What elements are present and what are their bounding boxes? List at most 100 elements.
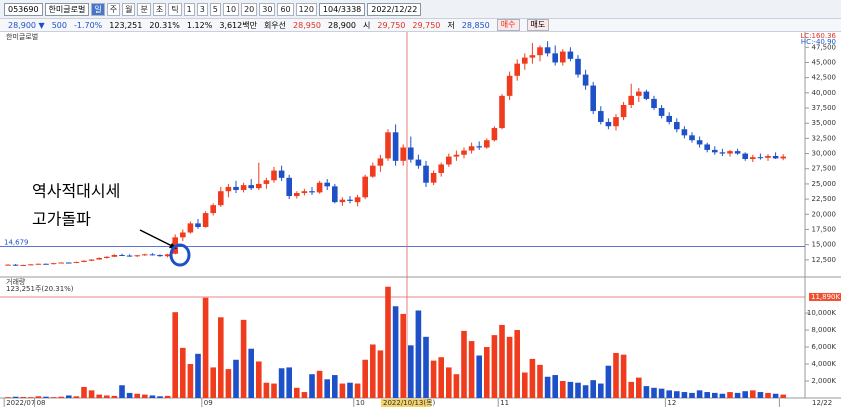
candle-body bbox=[263, 180, 270, 184]
volume-bar bbox=[233, 359, 239, 398]
x-tick-label: 12 bbox=[667, 399, 676, 407]
candle-body bbox=[636, 91, 642, 96]
buy-button[interactable]: 매수 bbox=[496, 19, 520, 31]
candle-body bbox=[780, 156, 786, 159]
candle-body bbox=[757, 157, 764, 159]
volume-bar bbox=[240, 319, 247, 398]
interval-button[interactable]: 1 bbox=[183, 2, 195, 16]
interval-button[interactable]: 120 bbox=[295, 2, 317, 16]
volume-bar bbox=[537, 364, 543, 398]
candle-body bbox=[765, 155, 771, 158]
period-button[interactable]: 초 bbox=[152, 2, 167, 16]
volume-bar bbox=[575, 382, 581, 398]
candle-body bbox=[301, 191, 308, 194]
volume-bar bbox=[468, 341, 475, 398]
candle-body bbox=[461, 150, 467, 155]
volume-bar bbox=[377, 350, 384, 398]
volume-bar bbox=[522, 372, 528, 398]
candle-body bbox=[20, 264, 26, 266]
candle-body bbox=[362, 176, 368, 198]
volume-bar bbox=[180, 347, 186, 398]
candle-body bbox=[370, 165, 376, 177]
y-tick-label: 17,500 bbox=[812, 225, 837, 233]
volume-bar bbox=[499, 324, 505, 398]
candle-body bbox=[772, 155, 779, 159]
y-tick-label: 40,000 bbox=[812, 89, 837, 97]
volume-bar bbox=[271, 383, 277, 398]
volume-bar bbox=[476, 355, 482, 398]
candle-body bbox=[560, 51, 566, 63]
x-tick-label: 11 bbox=[500, 399, 509, 407]
interval-button[interactable]: 60 bbox=[277, 2, 294, 16]
period-button[interactable]: 월 bbox=[122, 2, 136, 16]
volume-bar bbox=[73, 396, 80, 398]
volume-bar bbox=[20, 396, 26, 398]
candle-body bbox=[240, 185, 247, 190]
bar-count[interactable]: 104/3338 bbox=[318, 2, 366, 16]
volume-bar bbox=[438, 357, 444, 398]
candle-body bbox=[134, 255, 140, 257]
volume-bar bbox=[35, 396, 42, 398]
candle-body bbox=[278, 170, 285, 178]
volume-bar bbox=[172, 312, 178, 398]
candle-body bbox=[58, 262, 64, 264]
volume-bar bbox=[643, 386, 650, 398]
candle-body bbox=[210, 205, 216, 214]
candle-body bbox=[332, 186, 338, 203]
volume-bar bbox=[225, 369, 232, 398]
date-field[interactable]: 2022/12/22 bbox=[367, 2, 422, 16]
volume-bar bbox=[195, 353, 201, 398]
volume-bar bbox=[278, 368, 285, 398]
candle-body bbox=[484, 140, 490, 148]
volume-bar bbox=[50, 397, 57, 398]
candle-body bbox=[446, 156, 452, 165]
quote-high: 29,750 bbox=[412, 20, 441, 30]
interval-button[interactable]: 20 bbox=[241, 2, 258, 16]
y-tick-label: 8,000K bbox=[811, 326, 836, 334]
y-tick-label: 10,000K bbox=[807, 309, 836, 317]
y-tick-label: 42,500 bbox=[812, 74, 837, 82]
volume-bar bbox=[210, 367, 216, 398]
candle-body bbox=[605, 121, 612, 127]
volume-bar bbox=[256, 361, 262, 398]
volume-bar bbox=[263, 382, 270, 398]
volume-bar bbox=[750, 390, 756, 398]
stock-name[interactable]: 한미글로벌 bbox=[44, 2, 90, 16]
period-button[interactable]: 분 bbox=[137, 2, 151, 16]
volume-bar bbox=[149, 395, 156, 398]
candle-body bbox=[180, 232, 186, 238]
candle-body bbox=[392, 132, 399, 161]
annotation-box bbox=[22, 175, 174, 237]
interval-button[interactable]: 5 bbox=[209, 2, 221, 16]
volume-bar bbox=[332, 375, 338, 398]
quote-bid: 28,900 bbox=[328, 20, 357, 30]
candle-body bbox=[613, 117, 619, 127]
volume-bar bbox=[544, 376, 551, 398]
sell-button[interactable]: 매도 bbox=[526, 19, 550, 31]
candle-body bbox=[727, 151, 733, 154]
stock-code[interactable]: 053690 bbox=[4, 2, 43, 16]
candle-body bbox=[628, 95, 634, 105]
volume-bar bbox=[567, 381, 574, 398]
period-button[interactable]: 주 bbox=[106, 2, 121, 16]
volume-bar bbox=[651, 387, 657, 398]
y-tick-label: 47,500 bbox=[812, 43, 837, 51]
period-button[interactable]: 일 bbox=[91, 2, 105, 16]
volume-bar bbox=[727, 392, 733, 398]
x-tick-label: 08 bbox=[37, 399, 46, 407]
interval-button[interactable]: 10 bbox=[222, 2, 240, 16]
candle-body bbox=[674, 121, 680, 130]
candle-body bbox=[734, 151, 741, 154]
x-tick-label: 10 bbox=[356, 399, 365, 407]
period-button[interactable]: 틱 bbox=[168, 2, 182, 16]
interval-button[interactable]: 30 bbox=[259, 2, 276, 16]
y-tick-label: 45,000 bbox=[812, 58, 837, 66]
y-tick-label: 32,500 bbox=[812, 134, 837, 142]
interval-button[interactable]: 3 bbox=[196, 2, 208, 16]
candle-body bbox=[719, 152, 726, 154]
volume-bar bbox=[58, 396, 64, 398]
candle-body bbox=[696, 140, 703, 145]
volume-bar bbox=[423, 336, 429, 398]
candle-body bbox=[111, 254, 118, 257]
volume-bar bbox=[582, 385, 589, 398]
